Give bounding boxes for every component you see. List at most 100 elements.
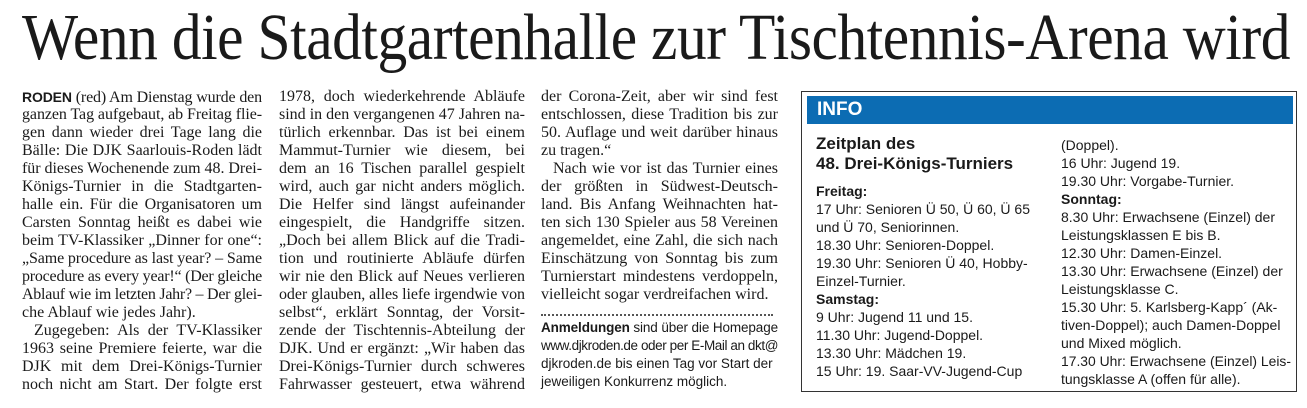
schedule-entry: und Mixed möglich. — [1061, 334, 1291, 352]
info-header-bar: INFO — [807, 96, 1293, 124]
schedule-text: 15.30 Uhr: 5. Karlsberg-Kapp´ (Ak- — [1061, 299, 1278, 315]
schedule-text: 19.30 Uhr: Vorgabe-Turnier. — [1061, 173, 1235, 189]
registration-note-line: jeweiligen Konkurrenz möglich. — [541, 374, 728, 389]
schedule-day-heading: Samstag: — [816, 290, 1052, 308]
schedule-text: 13.30 Uhr: Mädchen 19. — [816, 345, 967, 361]
article-line: 1963 seine Premiere feierte, war die — [22, 340, 262, 357]
schedule-entry: tiven-Doppel); auch Damen-Doppel — [1061, 316, 1291, 334]
article-line: Drei-Königs-Turnier durch schweres — [279, 358, 525, 375]
schedule-entry: 15.30 Uhr: 5. Karlsberg-Kapp´ (Ak- — [1061, 298, 1291, 316]
schedule-text: Leistungsklassen E bis B. — [1061, 227, 1221, 243]
schedule-text: 13.30 Uhr: Erwachsene (Einzel) der — [1061, 263, 1283, 279]
article-first-line: RODEN (red) Am Dienstag wurde den — [22, 88, 262, 107]
schedule-text: tungsklasse A (offen für alle). — [1061, 371, 1241, 387]
schedule-text: Einzel-Turnier. — [816, 273, 906, 289]
article-line: selbst“, erklärt Sonntag, der Vorsit- — [279, 304, 525, 321]
article-line: zende der Tischtennis-Abteilung der — [279, 322, 525, 339]
schedule-entry: 17 Uhr: Senioren Ü 50, Ü 60, Ü 65 — [816, 200, 1052, 218]
article-line: dem an 16 Tischen parallel gespielt — [279, 160, 525, 177]
schedule-entry: Leistungsklasse C. — [1061, 280, 1291, 298]
info-box: INFO Zeitplan des 48. Drei-Königs-Turnie… — [801, 91, 1297, 392]
schedule-entry: 13.30 Uhr: Erwachsene (Einzel) der — [1061, 262, 1291, 280]
article-text: (red) Am Dienstag wurde den — [71, 89, 262, 106]
article-line: für dieses Wochenende zum 48. Drei- — [22, 160, 263, 177]
schedule-entry: 18.30 Uhr: Senioren-Doppel. — [816, 236, 1052, 254]
article-column-3: der Corona-Zeit, aber wir sind fest entsc… — [541, 88, 778, 391]
article-line: Nach wie vor ist das Turnier eines — [553, 160, 778, 177]
dotted-divider — [541, 314, 773, 316]
schedule-entry: 12.30 Uhr: Damen-Einzel. — [1061, 244, 1291, 262]
article-line: der Corona-Zeit, aber wir sind fest — [541, 88, 778, 105]
article-line: eingespielt, die Handgriffe sitzen. — [279, 214, 525, 231]
schedule-column-right: (Doppel). 16 Uhr: Jugend 19. 19.30 Uhr: Vo… — [1061, 136, 1291, 388]
article-column-2: 1978, doch wiederkehrende Abläufe sind in… — [279, 88, 525, 394]
article-line: angemeldet, eine Zahl, die sich nach — [541, 232, 778, 249]
article-line: Ablauf wie im letzten Jahr? – Der glei- — [22, 286, 263, 303]
article-line: tion und routinierte Abläufe dürfen — [279, 250, 525, 267]
article-line: vielleicht sogar verdreifachen wird. — [541, 286, 769, 303]
schedule-entry: und Ü 70, Seniorinnen. — [816, 218, 1052, 236]
article-line: wir nie den Blick auf Neues verlieren — [279, 268, 525, 285]
article-line: zu tragen.“ — [541, 142, 612, 159]
article-line: entschlossen, diese Tradition bis zur — [541, 106, 778, 123]
article-line: türlich erkennbar. Das ist bei einem — [279, 124, 525, 141]
schedule-entry: 15 Uhr: 19. Saar-VV-Jugend-Cup — [816, 362, 1052, 380]
schedule-column-left: Zeitplan des 48. Drei-Königs-Turniers Fr… — [816, 134, 1052, 380]
registration-note-line: www.djkroden.de oder per E-Mail an dkt@ — [541, 338, 778, 353]
article-line: Fahrwasser gesteuert, etwa während — [279, 376, 525, 393]
schedule-entry: 9 Uhr: Jugend 11 und 15. — [816, 308, 1052, 326]
article-line: wird, auch gar nicht anders möglich. — [279, 178, 525, 195]
info-title-line: 48. Drei-Königs-Turniers — [816, 154, 1014, 173]
registration-note-line: Anmeldungen sind über die Homepage — [541, 319, 778, 337]
schedule-text: 17.30 Uhr: Erwachsene (Einzel) Leis- — [1061, 353, 1291, 369]
registration-note-bold: Anmeldungen — [541, 320, 630, 335]
schedule-text: Freitag: — [816, 183, 868, 199]
article-line: Bälle: Die DJK Saarlouis-Roden lädt — [22, 142, 262, 159]
schedule-text: 15 Uhr: 19. Saar-VV-Jugend-Cup — [816, 363, 1023, 379]
article-line: RODEN (red) Am Dienstag wurde den — [22, 88, 262, 106]
schedule-text: 16 Uhr: Jugend 19. — [1061, 155, 1181, 171]
article-line: che Ablauf wie jedes Jahr). — [22, 304, 196, 321]
schedule-text: 19.30 Uhr: Senioren Ü 40, Hobby- — [816, 255, 1028, 271]
schedule-text: (Doppel). — [1061, 137, 1119, 153]
schedule-text: tiven-Doppel); auch Damen-Doppel — [1061, 317, 1281, 333]
schedule-text: 9 Uhr: Jugend 11 und 15. — [816, 309, 973, 325]
article-line: oder glauben, alles liefe irgendwie von — [279, 286, 525, 303]
registration-note-text: sind über die Homepage — [629, 320, 778, 335]
article-line: procedure as every year!“ (Der gleiche — [22, 268, 262, 285]
schedule-text: Samstag: — [816, 291, 880, 307]
article-line: Die Helfer sind längst aufeinander — [279, 196, 525, 213]
schedule-text: 18.30 Uhr: Senioren-Doppel. — [816, 237, 995, 253]
schedule-text: Leistungsklasse C. — [1061, 281, 1179, 297]
article-line: land. Bis Anfang Weihnachten hat- — [541, 196, 778, 213]
info-label: INFO — [817, 99, 863, 120]
article-line: Königs-Turnier in die Stadtgarten- — [22, 178, 262, 195]
schedule-entry: 17.30 Uhr: Erwachsene (Einzel) Leis- — [1061, 352, 1291, 370]
article-line: „Doch bei allem Blick auf die Tradi- — [279, 232, 525, 249]
schedule-entry: Einzel-Turnier. — [816, 272, 1052, 290]
schedule-text: Sonntag: — [1061, 191, 1122, 207]
schedule-entry: 16 Uhr: Jugend 19. — [1061, 154, 1291, 172]
schedule-text: 12.30 Uhr: Damen-Einzel. — [1061, 245, 1223, 261]
article-line: Carsten Sonntag heißt es dabei wie — [22, 214, 262, 231]
schedule-entry: 11.30 Uhr: Jugend-Doppel. — [816, 326, 1052, 344]
schedule-entry: 19.30 Uhr: Senioren Ü 40, Hobby- — [816, 254, 1052, 272]
article-line: sind in den vergangenen 47 Jahren na- — [279, 106, 525, 123]
schedule-text: 17 Uhr: Senioren Ü 50, Ü 60, Ü 65 — [816, 201, 1031, 217]
article-line: Turnierstart mindestens verdoppeln, — [541, 268, 778, 285]
info-title-line: Zeitplan des — [816, 134, 916, 153]
article-line: Zugegeben: Als der TV-Klassiker — [34, 322, 262, 339]
headline: Wenn die Stadtgartenhalle zur Tischtenni… — [22, 1, 1290, 74]
article-line: halle ein. Für die Organisatoren um — [22, 196, 262, 213]
dateline: RODEN — [22, 89, 72, 105]
article-line: noch nicht am Start. Der folgte erst — [22, 376, 262, 393]
schedule-text: und Mixed möglich. — [1061, 335, 1182, 351]
schedule-entry: (Doppel). — [1061, 136, 1291, 154]
article-line: 50. Auflage und weit darüber hinaus — [541, 124, 778, 141]
article-column-1: RODEN (red) Am Dienstag wurde den ganzen … — [22, 88, 262, 394]
schedule-text: und Ü 70, Seniorinnen. — [816, 219, 960, 235]
article-line: ganzen Tag aufgebaut, ab Freitag flie- — [22, 106, 263, 123]
article-line: gen dann wieder drei Tage lang die — [22, 124, 262, 141]
article-line: der größten in Südwest-Deutsch- — [541, 178, 778, 195]
schedule-entry: 19.30 Uhr: Vorgabe-Turnier. — [1061, 172, 1291, 190]
